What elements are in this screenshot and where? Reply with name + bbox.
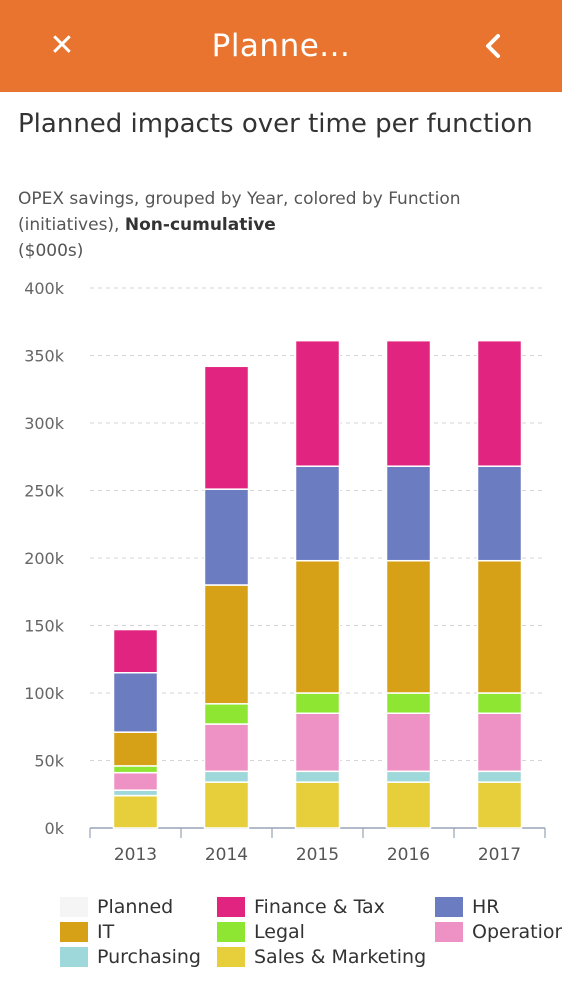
bar-segment xyxy=(294,559,341,694)
legend-label: Legal xyxy=(254,921,305,943)
app-header: ✕ Planne... xyxy=(0,0,562,92)
legend-label: IT xyxy=(97,921,115,943)
legend-label: HR xyxy=(472,896,500,918)
bar-segment xyxy=(203,365,250,490)
bar-segment xyxy=(385,712,432,773)
y-tick-label: 150k xyxy=(24,617,65,636)
bar-segment xyxy=(476,692,523,714)
bar-segment xyxy=(112,731,159,767)
y-tick-label: 250k xyxy=(24,482,65,501)
bar-segment xyxy=(294,712,341,773)
stacked-bar-chart: 0k 50k 100k 150k 200k 250k 300k 350k 400k 2013 201… xyxy=(24,279,546,865)
header-title: Planne... xyxy=(211,28,351,64)
legend-label: Sales & Marketing xyxy=(254,946,427,968)
subtitle-prefix: OPEX savings, grouped by Year, colored b… xyxy=(18,189,461,235)
x-tick-label: 2017 xyxy=(478,845,521,865)
bar-segment xyxy=(203,488,250,586)
bar-segment xyxy=(112,794,159,829)
legend-swatch xyxy=(60,922,88,942)
y-tick-label: 50k xyxy=(34,752,64,771)
bar-segment xyxy=(385,770,432,783)
legend-swatch xyxy=(217,922,245,942)
bar-segment xyxy=(385,339,432,467)
bar-segment xyxy=(385,692,432,714)
bar-segment xyxy=(203,770,250,783)
legend-label: Operations xyxy=(472,921,562,943)
legend-swatch xyxy=(435,922,463,942)
bar-segment xyxy=(203,703,250,725)
bar-segment xyxy=(203,584,250,705)
bar-segment xyxy=(112,765,159,774)
chart-title: Planned impacts over time per function xyxy=(18,109,533,139)
x-tick-label: 2015 xyxy=(296,845,339,865)
legend-swatch xyxy=(217,897,245,917)
bar-segment xyxy=(294,692,341,714)
bar-segment xyxy=(112,628,159,674)
bar-segment xyxy=(476,781,523,829)
legend-label: Planned xyxy=(97,896,174,918)
bar-segment xyxy=(476,770,523,783)
y-tick-label: 0k xyxy=(45,819,65,838)
x-tick-label: 2013 xyxy=(114,845,157,865)
bar-segment xyxy=(476,712,523,773)
bar-segment xyxy=(112,771,159,791)
subtitle-units: ($000s) xyxy=(18,241,84,261)
legend-swatch xyxy=(217,947,245,967)
bar-segment xyxy=(294,465,341,562)
chevron-left-icon[interactable] xyxy=(474,26,514,66)
subtitle-mode: Non-cumulative xyxy=(124,215,276,235)
bar-segment xyxy=(385,559,432,694)
y-tick-label: 300k xyxy=(24,414,65,433)
legend-label: Purchasing xyxy=(97,946,201,968)
legend-swatch xyxy=(435,897,463,917)
y-tick-label: 100k xyxy=(24,684,65,703)
bar-segment xyxy=(385,781,432,829)
bar-segment xyxy=(294,770,341,783)
x-tick-label: 2014 xyxy=(205,845,248,865)
bar-segment xyxy=(476,465,523,562)
bar-segment xyxy=(203,781,250,829)
x-tick-label: 2016 xyxy=(387,845,430,865)
bar-segment xyxy=(385,465,432,562)
legend-label: Finance & Tax xyxy=(254,896,385,918)
legend-swatch xyxy=(60,897,88,917)
bar-segment xyxy=(112,672,159,733)
bar-segment xyxy=(203,723,250,773)
bar-segment xyxy=(476,559,523,694)
chart-subtitle: OPEX savings, grouped by Year, colored b… xyxy=(18,186,538,264)
legend-swatch xyxy=(60,947,88,967)
bar-segment xyxy=(476,339,523,467)
y-tick-label: 400k xyxy=(24,279,65,298)
y-tick-label: 200k xyxy=(24,549,65,568)
close-icon[interactable]: ✕ xyxy=(49,28,75,63)
bar-segment xyxy=(294,781,341,829)
bar-segment xyxy=(112,789,159,797)
bar-segment xyxy=(294,339,341,467)
y-tick-label: 350k xyxy=(24,347,65,366)
